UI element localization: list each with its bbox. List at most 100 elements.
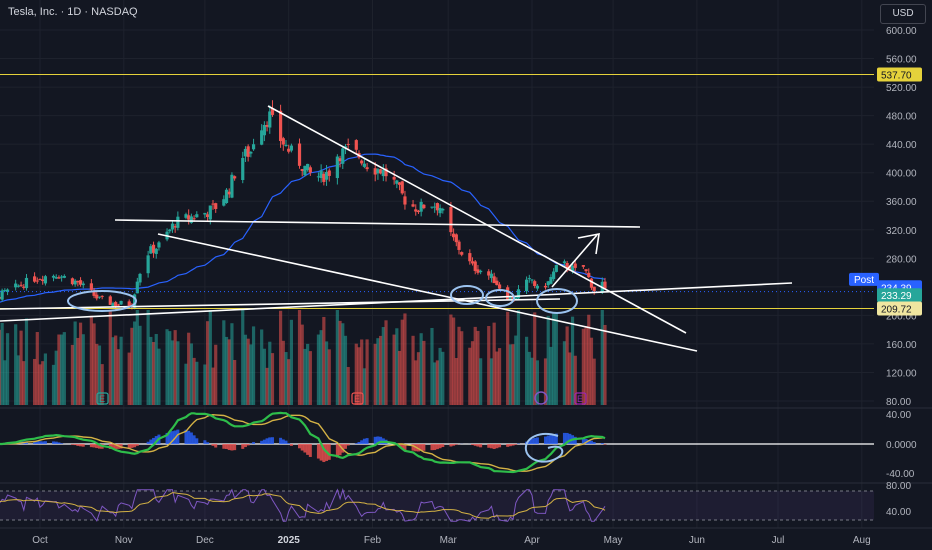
candle-body [460,252,464,255]
candle-body [322,173,326,182]
macd-histogram-bar [130,444,134,448]
currency-button[interactable]: USD [880,4,926,24]
candle-body [54,277,58,279]
yellow-level-price-tag: 537.70 [881,70,912,81]
price-axis-bg [874,0,932,528]
volume-bar [346,367,350,405]
candle-body [192,218,196,220]
volume-bar [241,310,245,405]
volume-bar [511,344,515,405]
volume-bar [497,348,502,405]
volume-bar [189,343,193,405]
volume-bar [14,324,18,405]
candle-body [479,270,483,273]
candle-body [3,290,7,292]
macd-histogram-bar [514,444,518,445]
candle-body [338,158,342,162]
volume-bar [392,334,396,405]
volume-bar [603,324,607,405]
rsi-tick-label: 40.00 [886,507,911,518]
volume-bar [268,341,272,405]
time-tick-label: Apr [524,535,540,546]
price-tick-label: 200.00 [886,311,917,322]
volume-bar [0,329,2,405]
volume-bar [108,310,112,405]
macd-histogram-bar [495,444,499,449]
macd-tick-label: 0.0000 [886,440,917,451]
volume-bar [543,358,548,405]
volume-bar [514,335,518,405]
volume-bar [73,321,77,405]
candle-body [184,214,188,218]
volume-bar [411,335,415,405]
macd-histogram-bar [270,437,274,444]
volume-bar [568,352,572,405]
post-label-bg [849,272,879,286]
volume-bar [251,326,256,405]
candle-body [206,214,210,217]
macd-histogram-bar [81,444,85,447]
macd-histogram-bar [284,440,288,444]
candle-body [289,145,294,151]
macd-histogram-bar [195,438,199,444]
volume-bar [208,310,212,405]
volume-bar [19,330,23,405]
volume-bar [438,347,442,405]
volume-bar [319,330,323,405]
macd-histogram-bar [203,440,207,444]
candle-body [433,206,437,208]
volume-bar [549,346,553,405]
macd-histogram-bar [95,444,99,449]
macd-histogram-bar [419,444,423,451]
time-tick-label: May [604,535,623,546]
macd-histogram-bar [54,441,58,444]
macd-histogram-bar [41,441,45,444]
volume-bar [403,313,407,405]
candle-body [411,204,415,207]
candle-body [362,163,366,167]
macd-histogram-bar [133,444,137,448]
candle-body [422,204,426,209]
volume-bar [170,340,175,405]
candle-body [435,203,439,211]
volume-bar [316,334,321,405]
macd-histogram-bar [379,436,383,444]
macd-histogram-bar [262,439,266,444]
earnings-marker-label: E [354,394,360,404]
candle-body [208,205,212,220]
macd-histogram-bar [511,444,515,446]
macd-histogram-bar [435,444,439,450]
volume-bar [284,352,288,405]
volume-bar [322,316,326,405]
price-tick-label: 600.00 [886,26,917,37]
candle-body [319,170,323,178]
macd-histogram-bar [76,444,80,446]
candle-body [565,262,569,269]
volume-bar [262,348,266,405]
time-tick-label: Feb [364,535,382,546]
candle-body [151,244,156,253]
volume-bar [154,334,158,405]
volume-bar [584,325,588,405]
candle-body [270,108,275,115]
volume-bar [379,335,383,405]
macd-histogram-bar [600,443,604,444]
candle-body [222,199,226,206]
volume-bar [524,336,529,405]
candle-body [92,291,96,296]
candle-body [403,196,407,205]
volume-bar [552,313,556,405]
macd-histogram-bar [287,443,291,444]
candle-body [384,168,388,177]
volume-bar [457,326,461,405]
moving-average-line [0,153,606,303]
macd-histogram-bar [35,441,39,444]
candle-body [251,144,256,150]
candle-body [300,169,304,171]
candle-body [22,286,26,288]
candle-body [360,160,364,164]
candle-body [573,263,577,268]
candle-body [533,281,537,287]
volume-bar [24,318,29,405]
